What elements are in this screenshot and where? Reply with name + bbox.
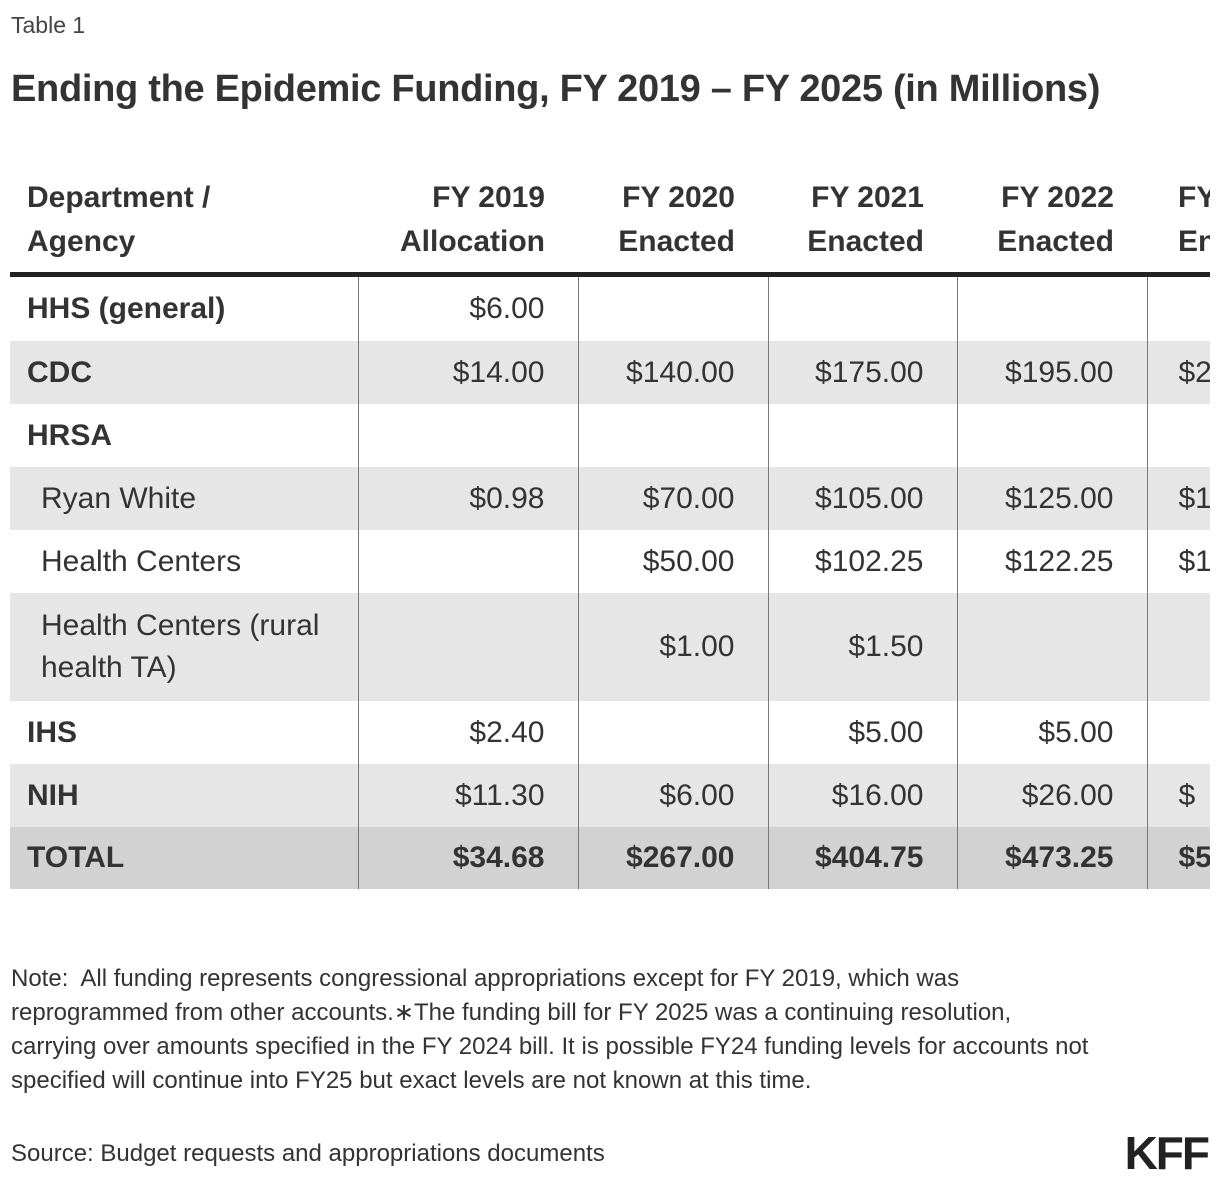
source: Source: Budget requests and appropriatio… — [11, 1140, 605, 1167]
value-cell: $1.50 — [767, 593, 957, 701]
header-line: FY 2022 — [1001, 181, 1114, 214]
value-cell: $14.00 — [357, 341, 578, 404]
table-row: Ryan White $0.98 $70.00 $105.00 $125.00 $1 — [10, 467, 1210, 530]
funding-table: Department / Agency FY 2019 Allocation FY 20… — [10, 168, 1210, 889]
header-line: FY — [1178, 181, 1210, 214]
header-line: Department / — [27, 181, 211, 214]
note: Note: All funding represents congression… — [11, 965, 1096, 1094]
header-line: Enacted — [807, 225, 924, 258]
table-row: Health Centers $50.00 $102.25 $122.25 $1 — [10, 530, 1210, 593]
row-label: Health Centers — [41, 544, 242, 578]
table-body: HHS (general) $6.00 CDC $14.00 $140.00 $175.0… — [10, 274, 1210, 889]
row-label: CDC — [10, 341, 358, 404]
value-cell — [956, 274, 1147, 341]
header-cell: FY 2019 Allocation — [358, 168, 578, 277]
row-label: Health Centers (rural health TA) — [10, 593, 358, 701]
value-cell — [357, 593, 578, 701]
table-row: HRSA — [10, 404, 1210, 467]
value-cell — [767, 274, 957, 341]
value-cell: $5.00 — [767, 701, 957, 764]
value-cell: $195.00 — [956, 341, 1147, 404]
value-cell: $50.00 — [577, 530, 768, 593]
value-cell: $5 — [1146, 827, 1210, 889]
value-cell: $2 — [1146, 341, 1210, 404]
value-cell: $6.00 — [577, 764, 768, 827]
value-cell: $1 — [1146, 530, 1210, 593]
value-cell — [357, 530, 578, 593]
value-cell — [1146, 404, 1210, 467]
value-cell: $404.75 — [767, 827, 957, 889]
value-cell: $1 — [1146, 467, 1210, 530]
table-row: Health Centers (rural health TA) $1.00 $1.… — [10, 593, 1210, 701]
table-wrap: Department / Agency FY 2019 Allocation FY 20… — [10, 168, 1210, 889]
value-cell: $122.25 — [956, 530, 1147, 593]
total-row: TOTAL $34.68 $267.00 $404.75 $473.25 $5 — [10, 827, 1210, 889]
value-cell — [1146, 701, 1210, 764]
row-label: HHS (general) — [27, 292, 226, 325]
row-label: TOTAL — [10, 827, 358, 889]
value-cell — [577, 404, 768, 467]
table-row: NIH $11.30 $6.00 $16.00 $26.00 $ — [10, 764, 1210, 827]
value-cell: $11.30 — [357, 764, 578, 827]
header-line: FY 2019 — [432, 181, 545, 214]
value-cell: $2.40 — [357, 701, 578, 764]
header-cell: FY En — [1147, 168, 1210, 277]
table-row: CDC $14.00 $140.00 $175.00 $195.00 $2 — [10, 341, 1210, 404]
value-cell: $105.00 — [767, 467, 957, 530]
value-cell — [1146, 593, 1210, 701]
row-label: Ryan White — [10, 467, 358, 530]
value-cell — [577, 274, 768, 341]
value-cell: $1.00 — [577, 593, 768, 701]
value-cell — [767, 404, 957, 467]
header-line: FY 2020 — [622, 181, 735, 214]
value-cell — [357, 404, 578, 467]
value-cell — [1146, 274, 1210, 341]
value-cell: $102.25 — [767, 530, 957, 593]
value-cell: $34.68 — [357, 827, 578, 889]
table-row: IHS $2.40 $5.00 $5.00 — [10, 701, 1210, 764]
value-cell: $175.00 — [767, 341, 957, 404]
value-cell — [956, 404, 1147, 467]
value-cell: $6.00 — [357, 274, 578, 341]
header-cell: FY 2022 Enacted — [957, 168, 1147, 277]
table-label: Table 1 — [11, 12, 86, 38]
header-cell: Department / Agency — [10, 168, 358, 277]
header-line: En — [1178, 225, 1210, 258]
logo: KFF — [1124, 1127, 1210, 1179]
header-line: Enacted — [997, 225, 1114, 258]
value-cell: $473.25 — [956, 827, 1147, 889]
value-cell — [577, 701, 768, 764]
row-label: IHS — [27, 715, 78, 749]
table-row: HHS (general) $6.00 — [10, 274, 1210, 341]
value-cell: $70.00 — [577, 467, 768, 530]
header-row: Department / Agency FY 2019 Allocation FY 20… — [10, 168, 1210, 277]
header-line: Allocation — [399, 225, 545, 258]
header-cell: FY 2020 Enacted — [578, 168, 768, 277]
table-title: Ending the Epidemic Funding, FY 2019 – F… — [11, 68, 1101, 110]
value-cell: $16.00 — [767, 764, 957, 827]
header-line: Agency — [27, 225, 136, 258]
row-label: NIH — [10, 764, 358, 827]
row-label: HRSA — [27, 418, 113, 452]
value-cell: $26.00 — [956, 764, 1147, 827]
value-cell: $0.98 — [357, 467, 578, 530]
value-cell: $ — [1146, 764, 1210, 827]
value-cell: $5.00 — [956, 701, 1147, 764]
header-cell: FY 2021 Enacted — [768, 168, 957, 277]
value-cell: $140.00 — [577, 341, 768, 404]
header-line: Enacted — [618, 225, 735, 258]
value-cell: $267.00 — [577, 827, 768, 889]
header-line: FY 2021 — [811, 181, 924, 214]
value-cell: $125.00 — [956, 467, 1147, 530]
value-cell — [956, 593, 1147, 701]
